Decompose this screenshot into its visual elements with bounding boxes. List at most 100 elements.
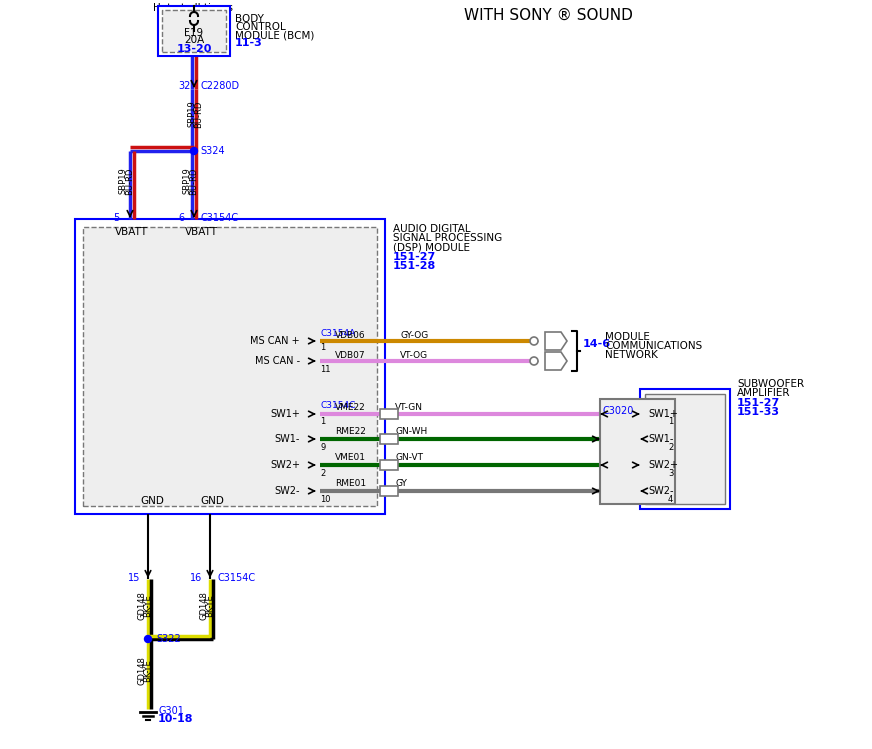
Text: SBP19: SBP19 <box>182 168 191 195</box>
Text: 1: 1 <box>668 417 673 426</box>
Text: 5: 5 <box>113 213 119 223</box>
Text: GN-WH: GN-WH <box>395 428 427 437</box>
Bar <box>75 219 385 514</box>
Text: BODY: BODY <box>235 14 264 24</box>
Text: VT-OG: VT-OG <box>400 351 428 360</box>
Circle shape <box>530 357 538 365</box>
Text: AUDIO DIGITAL: AUDIO DIGITAL <box>393 224 471 234</box>
Text: 16: 16 <box>190 573 202 583</box>
Bar <box>380 409 398 419</box>
Text: C2280D: C2280D <box>200 81 239 91</box>
Text: S322: S322 <box>156 634 181 644</box>
Text: 13-20: 13-20 <box>176 44 212 54</box>
Text: F19: F19 <box>185 28 203 38</box>
Text: RME22: RME22 <box>335 428 366 437</box>
Bar <box>380 486 398 496</box>
Text: 3: 3 <box>668 469 673 478</box>
Text: SW2+: SW2+ <box>648 460 678 470</box>
Text: BK-YE: BK-YE <box>143 660 152 682</box>
Text: 151-28: 151-28 <box>393 261 436 271</box>
Text: VDB06: VDB06 <box>335 330 365 339</box>
Bar <box>380 460 398 470</box>
Text: WITH SONY ® SOUND: WITH SONY ® SOUND <box>464 7 632 22</box>
Text: SW1-: SW1- <box>648 434 673 444</box>
Text: 2: 2 <box>320 469 325 478</box>
Text: 151-33: 151-33 <box>737 407 780 417</box>
Text: VBATT: VBATT <box>115 227 148 237</box>
Text: C3154C: C3154C <box>217 573 255 583</box>
Text: G301: G301 <box>158 706 184 716</box>
Text: GD148: GD148 <box>137 657 146 685</box>
Text: BU-RD: BU-RD <box>194 100 203 127</box>
Text: SW1+: SW1+ <box>270 409 300 419</box>
Text: VDB07: VDB07 <box>335 351 365 360</box>
Text: C3154C: C3154C <box>200 213 238 223</box>
Text: GY: GY <box>395 479 407 488</box>
Text: 2: 2 <box>668 443 673 452</box>
Text: VME22: VME22 <box>335 402 365 411</box>
Text: SBP19: SBP19 <box>118 168 127 195</box>
Text: 11: 11 <box>320 365 330 374</box>
Text: MS CAN -: MS CAN - <box>255 356 300 366</box>
Text: MODULE: MODULE <box>605 332 650 342</box>
Bar <box>162 10 226 52</box>
Polygon shape <box>545 332 567 350</box>
Text: BU-RD: BU-RD <box>189 167 198 195</box>
Text: SW2+: SW2+ <box>270 460 300 470</box>
Text: SW2-: SW2- <box>648 486 673 496</box>
Bar <box>600 399 675 504</box>
Text: BK-YE: BK-YE <box>205 595 214 617</box>
Text: 1: 1 <box>320 344 325 353</box>
Bar <box>645 394 725 504</box>
Text: 10-18: 10-18 <box>158 714 194 724</box>
Text: BU-RD: BU-RD <box>125 167 134 195</box>
Text: GN-VT: GN-VT <box>395 453 423 462</box>
Text: NETWORK: NETWORK <box>605 350 657 360</box>
Text: S324: S324 <box>200 146 225 156</box>
Text: Hot at all times: Hot at all times <box>153 3 233 13</box>
Text: 1: 1 <box>320 417 325 426</box>
Text: C3020: C3020 <box>602 406 633 416</box>
Text: COMMUNICATIONS: COMMUNICATIONS <box>605 341 702 351</box>
Text: 10: 10 <box>320 494 330 503</box>
Text: VME01: VME01 <box>335 453 366 462</box>
Text: GY-OG: GY-OG <box>400 330 428 339</box>
Text: C3154A: C3154A <box>320 330 355 339</box>
Text: 151-27: 151-27 <box>737 398 780 408</box>
Text: VBATT: VBATT <box>185 227 218 237</box>
Text: 9: 9 <box>320 443 325 452</box>
Text: 15: 15 <box>128 573 140 583</box>
Circle shape <box>145 635 152 643</box>
Circle shape <box>530 337 538 345</box>
Text: GND: GND <box>140 496 164 506</box>
Text: 14-6: 14-6 <box>583 339 611 349</box>
Text: 32: 32 <box>178 81 190 91</box>
Polygon shape <box>545 352 567 370</box>
Text: 20A: 20A <box>184 35 204 45</box>
Text: SW1-: SW1- <box>275 434 300 444</box>
Text: SUBWOOFER: SUBWOOFER <box>737 379 804 389</box>
Text: AMPLIFIER: AMPLIFIER <box>737 388 791 398</box>
Text: MODULE (BCM): MODULE (BCM) <box>235 30 315 40</box>
Text: (DSP) MODULE: (DSP) MODULE <box>393 242 470 252</box>
Text: SBP19: SBP19 <box>187 100 196 127</box>
Text: C3154C: C3154C <box>320 401 356 410</box>
Text: 11-3: 11-3 <box>235 38 262 48</box>
Text: SW1+: SW1+ <box>648 409 678 419</box>
Text: VT-GN: VT-GN <box>395 402 423 411</box>
Text: 151-27: 151-27 <box>393 252 436 262</box>
Text: RME01: RME01 <box>335 479 366 488</box>
Text: MS CAN +: MS CAN + <box>250 336 300 346</box>
Text: 6: 6 <box>178 213 184 223</box>
Bar <box>380 434 398 444</box>
Text: SW2-: SW2- <box>275 486 300 496</box>
Text: 4: 4 <box>668 494 673 503</box>
Text: GND: GND <box>200 496 224 506</box>
Bar <box>158 6 230 56</box>
Text: SIGNAL PROCESSING: SIGNAL PROCESSING <box>393 233 502 243</box>
Circle shape <box>190 148 197 154</box>
Bar <box>83 227 377 506</box>
Text: GD148: GD148 <box>199 592 208 620</box>
Text: GD148: GD148 <box>137 592 146 620</box>
Text: CONTROL: CONTROL <box>235 22 286 32</box>
